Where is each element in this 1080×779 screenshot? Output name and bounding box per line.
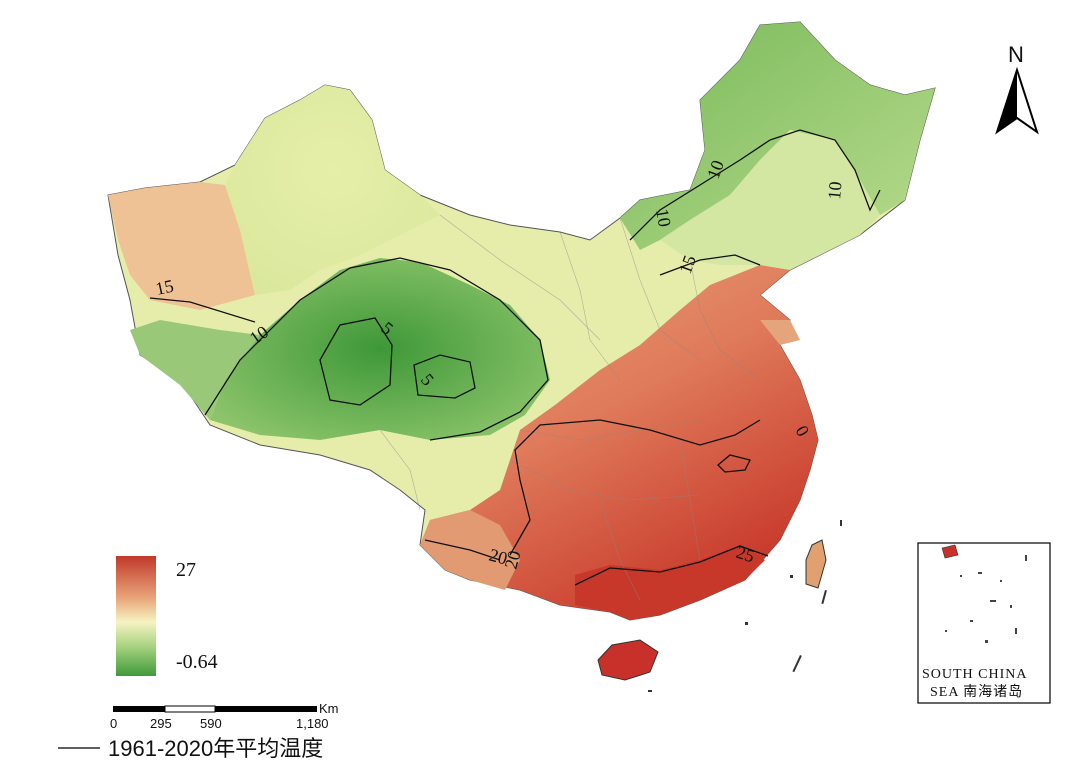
- hainan-island: [597, 639, 659, 681]
- contour-tiny-loop: [717, 454, 751, 473]
- scale-tick: 295: [150, 716, 172, 731]
- contour-label: 20: [487, 545, 510, 569]
- south-coast-hot: [575, 545, 765, 620]
- scale-tick: 1,180: [296, 716, 329, 731]
- china-landmass: [107, 21, 936, 681]
- south-china-sea-inset: SOUTH CHINA SEA 南海诸岛: [917, 542, 1051, 704]
- inset-label-line2: SEA 南海诸岛: [930, 684, 1023, 700]
- scale-tick: 0: [110, 716, 117, 731]
- contour-10-ne: [769, 129, 881, 212]
- west-cold: [130, 320, 260, 420]
- taiwan-island: [805, 539, 827, 589]
- contour-label: 10: [703, 158, 728, 182]
- contour-15-west: [149, 297, 256, 323]
- contour-5-b: [413, 354, 476, 399]
- contour-label: 10: [652, 207, 675, 228]
- shandong-peninsula: [760, 320, 800, 345]
- contour-20-a: [424, 539, 501, 561]
- isotherm-contours: [149, 129, 881, 586]
- northeast-mild: [660, 130, 880, 270]
- north-label: N: [1008, 42, 1024, 67]
- contour-10-north: [629, 139, 771, 241]
- contour-25: [574, 545, 769, 586]
- caption: 1961-2020年平均温度: [58, 736, 323, 761]
- contour-label: 25: [734, 542, 757, 567]
- contour-label: 15: [154, 276, 176, 299]
- island-dots: [648, 520, 842, 692]
- scale-tick: 590: [200, 716, 222, 731]
- contour-label: 10: [824, 181, 845, 201]
- scale-bar: Km 0 295 590 1,180: [110, 701, 339, 731]
- legend-min-label: -0.64: [176, 651, 218, 673]
- contour-label: 15: [675, 253, 700, 277]
- province-boundaries: [379, 214, 761, 601]
- contour-label: 20: [501, 548, 525, 571]
- contour-15-north: [659, 254, 761, 276]
- contour-20-b: [509, 419, 761, 556]
- legend: 27 -0.64: [116, 556, 218, 676]
- inset-label-line1: SOUTH CHINA: [922, 667, 1028, 682]
- south-warm: [420, 265, 818, 620]
- caption-text: 1961-2020年平均温度: [108, 736, 323, 761]
- tarim-warm: [108, 182, 255, 310]
- northeast-cold: [620, 22, 935, 250]
- north-arrow: N: [995, 42, 1039, 135]
- legend-max-label: 27: [176, 559, 196, 581]
- plateau-cold: [210, 258, 550, 440]
- scale-unit: Km: [319, 701, 339, 716]
- contour-5-a: [319, 317, 393, 406]
- contour-10-west: [204, 257, 549, 441]
- legend-color-ramp: [116, 556, 156, 676]
- xinjiang-north: [225, 85, 440, 295]
